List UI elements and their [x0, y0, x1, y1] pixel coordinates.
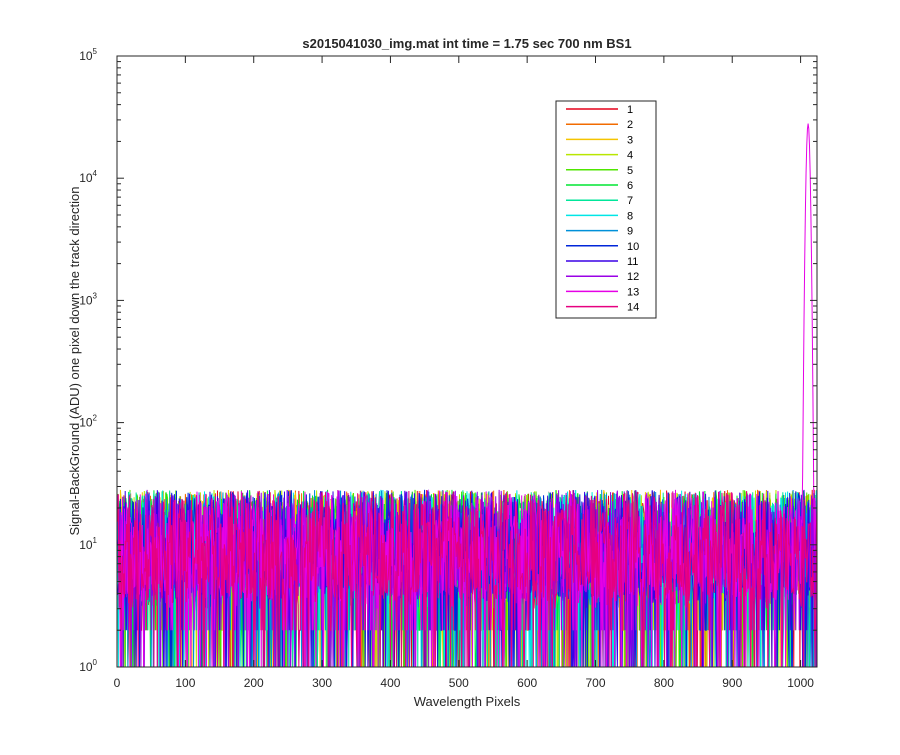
x-tick-label: 700: [586, 676, 606, 690]
x-tick-label: 600: [517, 676, 537, 690]
x-tick-label: 200: [244, 676, 264, 690]
axes-box: [116, 55, 818, 668]
legend-label: 3: [627, 134, 633, 146]
series-line-14: [117, 490, 818, 668]
y-tick-exponent: 4: [93, 169, 98, 178]
x-tick-label: 500: [449, 676, 469, 690]
x-tick-label: 900: [722, 676, 742, 690]
x-tick-label: 0: [114, 676, 121, 690]
legend-label: 14: [627, 302, 639, 314]
y-tick-exponent: 0: [93, 658, 98, 667]
legend-label: 10: [627, 241, 639, 253]
y-tick-exponent: 2: [93, 414, 98, 423]
y-tick-exponent: 1: [93, 536, 98, 545]
x-tick-label: 800: [654, 676, 674, 690]
legend-label: 12: [627, 271, 639, 283]
y-tick-exponent: 3: [93, 291, 98, 300]
chart-title: s2015041030_img.mat int time = 1.75 sec …: [302, 36, 631, 51]
legend-label: 13: [627, 286, 639, 298]
legend-label: 5: [627, 165, 633, 177]
legend-box: [555, 100, 657, 319]
plot-lines: [117, 123, 818, 668]
x-axis-label: Wavelength Pixels: [414, 694, 521, 709]
x-tick-label: 400: [380, 676, 400, 690]
y-tick-exponent: 5: [93, 47, 98, 56]
legend-label: 2: [627, 119, 633, 131]
legend-label: 7: [627, 195, 633, 207]
x-tick-label: 300: [312, 676, 332, 690]
legend-label: 6: [627, 180, 633, 192]
x-ticks: 0 100 200 300 400 500 600 700 800 900 1000: [114, 56, 814, 690]
legend-label: 11: [627, 256, 638, 268]
legend-label: 8: [627, 210, 633, 222]
x-tick-label: 100: [175, 676, 195, 690]
legend-label: 9: [627, 226, 633, 238]
y-axis-label: Signal-BackGround (ADU) one pixel down t…: [67, 186, 82, 535]
legend-label: 1: [627, 104, 633, 116]
x-tick-label: 1000: [787, 676, 814, 690]
legend-label: 4: [627, 150, 633, 162]
